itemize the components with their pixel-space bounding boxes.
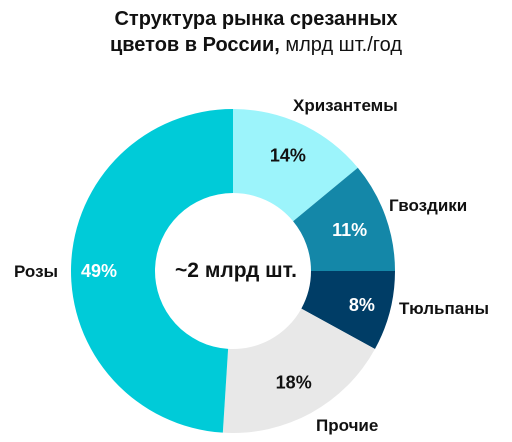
donut-slice-1 [233,109,358,222]
slice-value-label-5: 49% [81,261,117,281]
slice-category-label-1: Хризантемы [293,96,398,115]
slice-value-label-1: 14% [270,145,306,165]
donut-center-label: ~2 млрд шт. [175,259,297,282]
slice-value-labels: 14% 11% 8% 18% 49% [81,145,375,392]
slice-category-labels: Хризантемы Гвоздики Тюльпаны Прочие Розы [14,96,489,435]
donut-slices [71,109,395,433]
chart-title-line-1: Структура рынка срезанных [114,8,398,30]
chart-title-line-2-normal: млрд шт./год [279,34,402,56]
slice-category-label-2: Гвоздики [389,196,467,215]
chart-title-line-2-bold: цветов в России, [109,34,280,56]
slice-value-label-4: 18% [276,372,312,392]
donut-slice-3 [301,271,395,350]
chart-title-line-2: цветов в России, млрд шт./год [0,32,512,58]
donut-slice-5 [71,109,233,433]
slice-value-label-2: 11% [332,220,367,240]
donut-slice-2 [293,167,395,271]
slice-category-label-3: Тюльпаны [399,299,489,318]
slice-value-label-3: 8% [349,295,375,315]
chart-title: Структура рынка срезанных цветов в Росси… [0,6,512,58]
slice-category-label-4: Прочие [316,416,378,435]
donut-slice-4 [222,308,375,433]
slice-category-label-5: Розы [14,262,58,281]
